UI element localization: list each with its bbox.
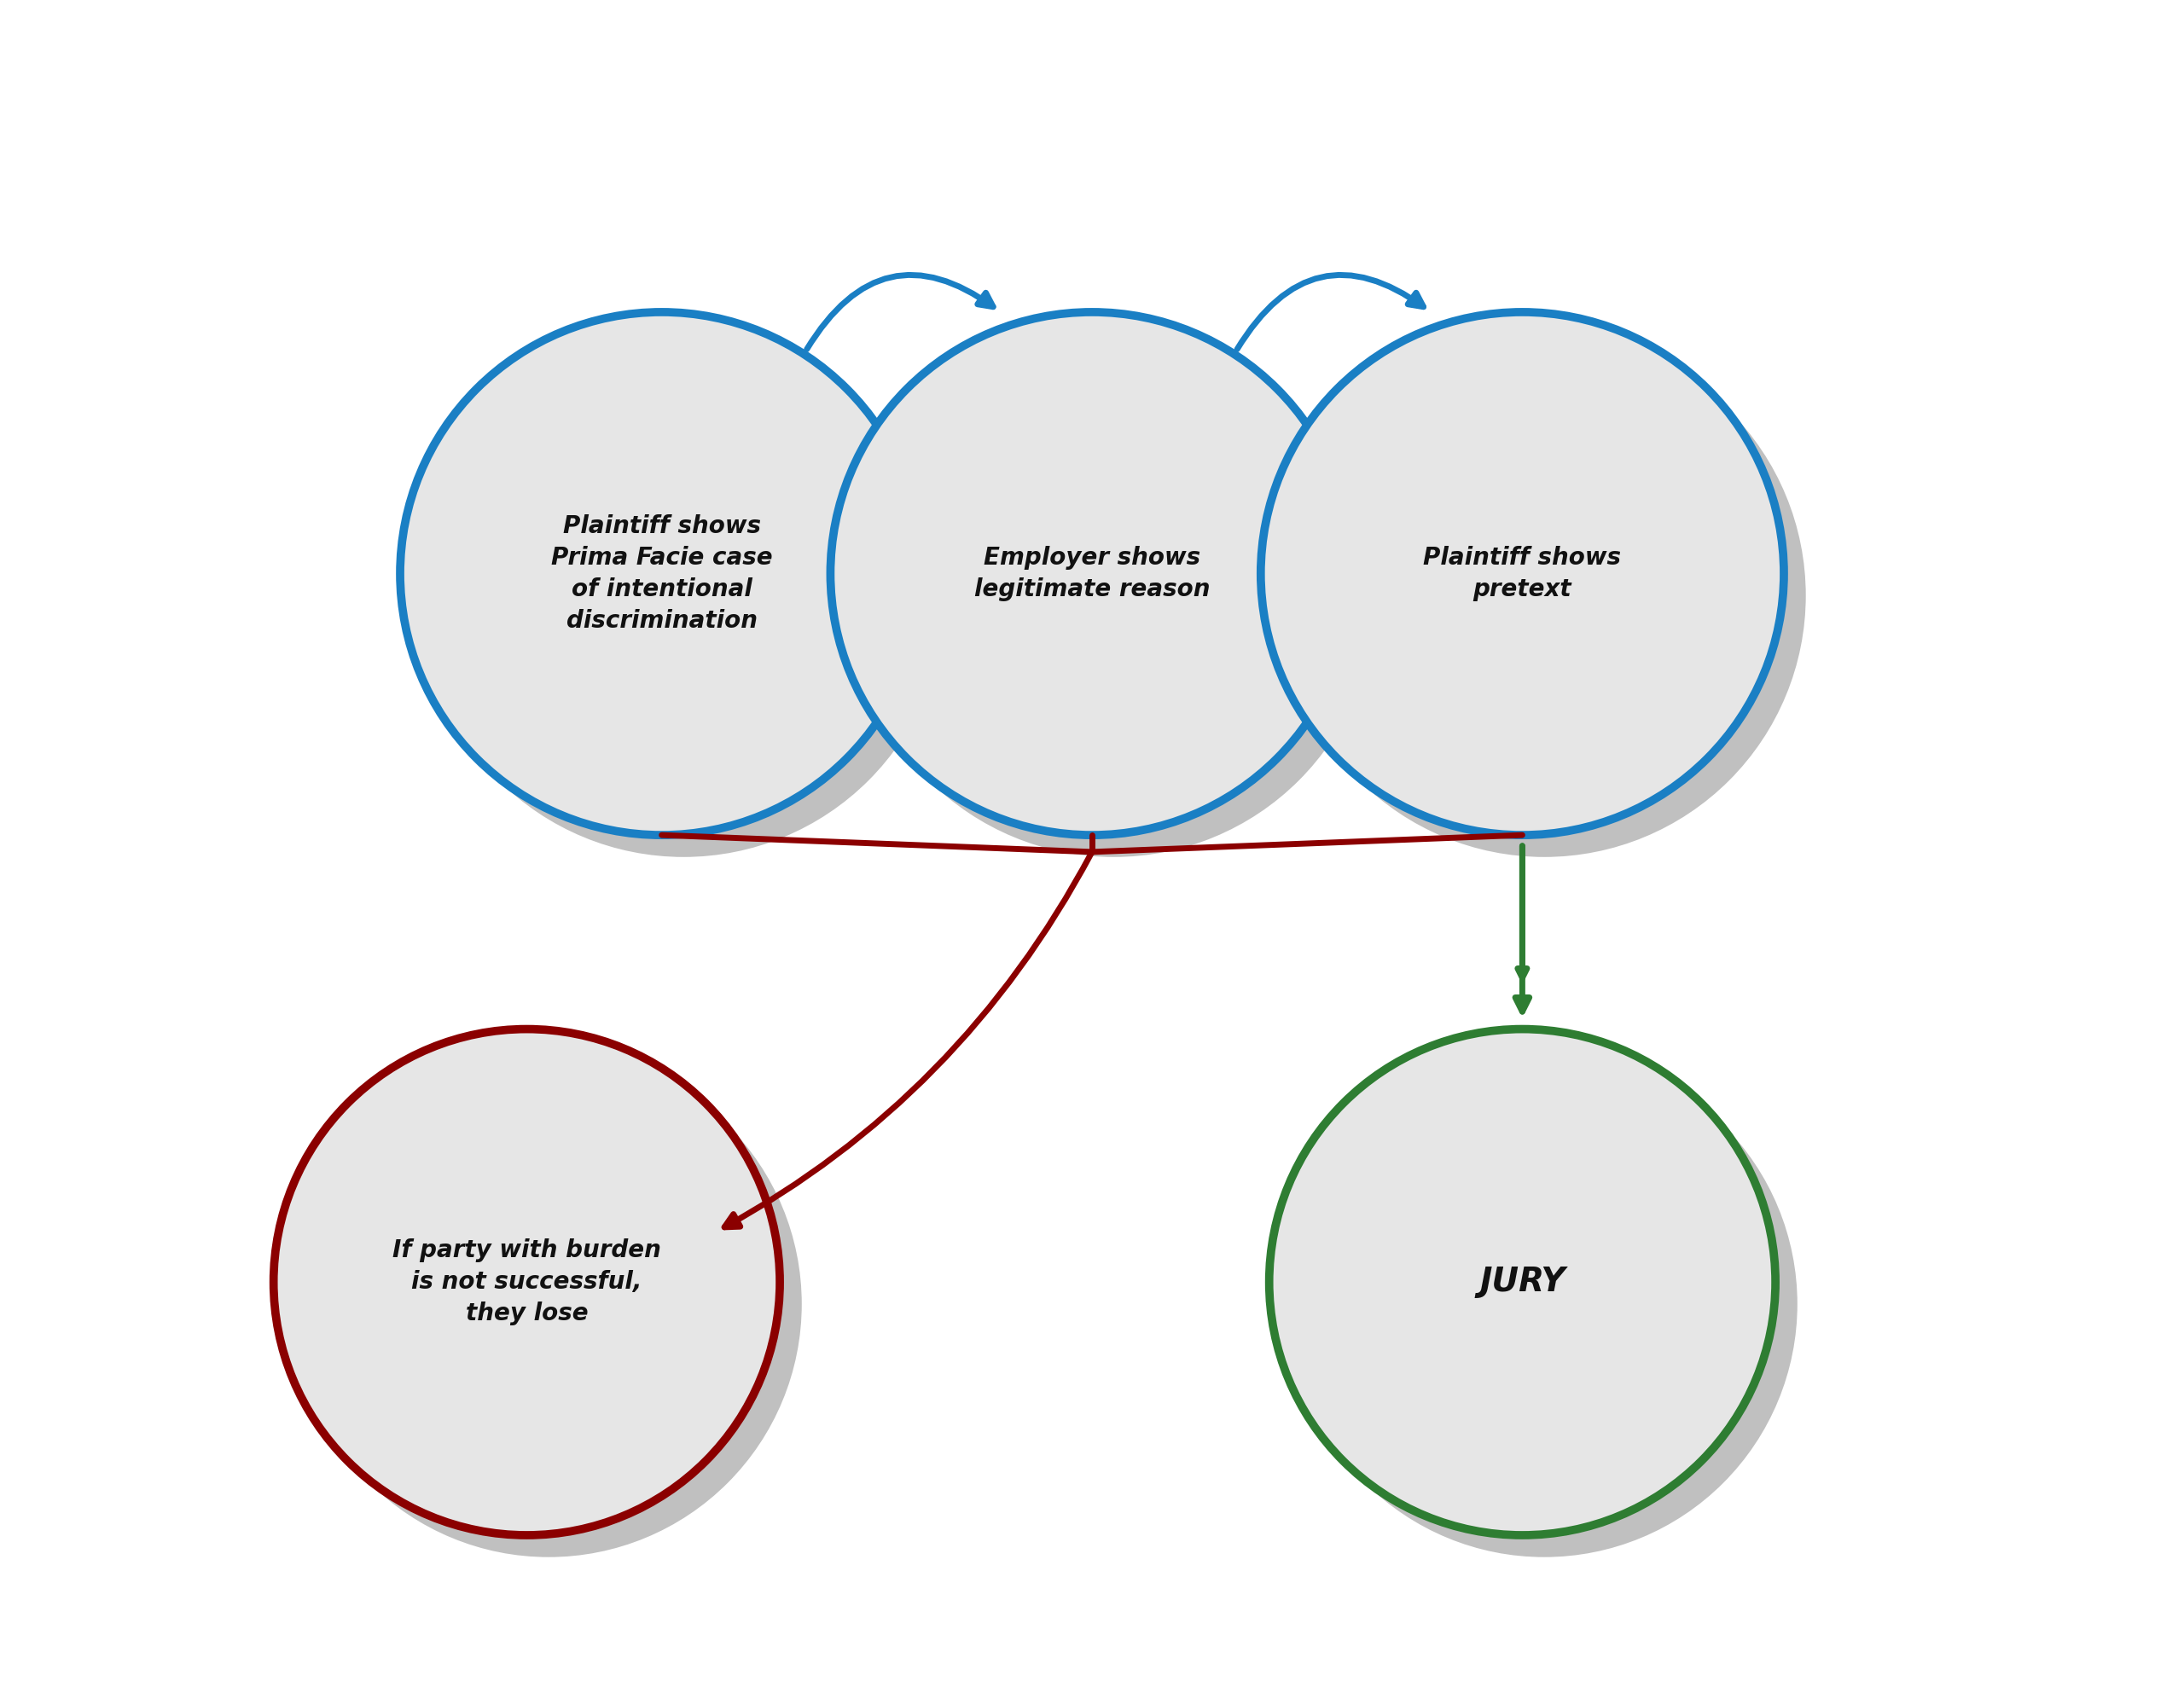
Text: Plaintiff shows
Prima Facie case
of intentional
discrimination: Plaintiff shows Prima Facie case of inte…	[550, 515, 773, 633]
Text: If party with burden
is not successful,
they lose: If party with burden is not successful, …	[393, 1238, 662, 1326]
Circle shape	[422, 334, 946, 857]
Circle shape	[830, 312, 1354, 835]
FancyArrowPatch shape	[1236, 275, 1424, 349]
FancyArrowPatch shape	[806, 275, 994, 349]
Circle shape	[400, 312, 924, 835]
Circle shape	[1282, 334, 1806, 857]
Circle shape	[1260, 312, 1784, 835]
Circle shape	[1291, 1051, 1797, 1557]
Text: Plaintiff shows
pretext: Plaintiff shows pretext	[1424, 547, 1621, 601]
Circle shape	[273, 1029, 780, 1535]
Text: Employer shows
legitimate reason: Employer shows legitimate reason	[974, 547, 1210, 601]
Circle shape	[852, 334, 1376, 857]
Text: JURY: JURY	[1479, 1265, 1566, 1299]
Circle shape	[295, 1051, 802, 1557]
Circle shape	[1269, 1029, 1776, 1535]
